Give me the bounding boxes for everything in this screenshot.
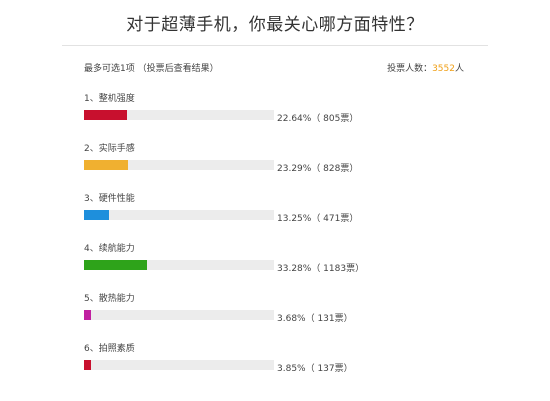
voter-count-unit: 人 bbox=[454, 64, 464, 74]
result-bar-track bbox=[84, 310, 274, 320]
option-label: 4、续航能力 bbox=[84, 244, 135, 254]
result-bar-fill bbox=[84, 210, 109, 220]
option-result: 3.68%（ 131票） bbox=[277, 314, 353, 324]
result-bar-track bbox=[84, 260, 274, 270]
option-result: 13.25%（ 471票） bbox=[277, 214, 359, 224]
option-result: 3.85%（ 137票） bbox=[277, 364, 353, 374]
voter-count-label: 投票人数： bbox=[387, 64, 433, 74]
option-label: 1、整机强度 bbox=[84, 94, 135, 104]
option-result: 22.64%（ 805票） bbox=[277, 114, 359, 124]
result-bar-track bbox=[84, 360, 274, 370]
result-bar-fill bbox=[84, 310, 91, 320]
option-label: 3、硬件性能 bbox=[84, 194, 135, 204]
poll-option-1[interactable]: 1、整机强度 22.64%（ 805票） bbox=[84, 91, 484, 131]
poll-option-2[interactable]: 2、实际手感 23.29%（ 828票） bbox=[84, 141, 484, 181]
result-bar-track bbox=[84, 210, 274, 220]
result-bar-fill bbox=[84, 360, 91, 370]
result-bar-fill bbox=[84, 160, 128, 170]
voter-count: 投票人数：3552人 bbox=[387, 61, 464, 74]
voter-count-value: 3552 bbox=[432, 64, 455, 74]
poll-option-6[interactable]: 6、拍照素质 3.85%（ 137票） bbox=[84, 341, 484, 381]
result-bar-track bbox=[84, 110, 274, 120]
poll-hint: 最多可选1项 （投票后查看结果） bbox=[84, 64, 219, 74]
result-bar-fill bbox=[84, 110, 127, 120]
result-bar-fill bbox=[84, 260, 147, 270]
option-label: 5、散热能力 bbox=[84, 294, 135, 304]
result-bar-track bbox=[84, 160, 274, 170]
title-divider bbox=[62, 45, 488, 46]
option-label: 2、实际手感 bbox=[84, 144, 135, 154]
option-label: 6、拍照素质 bbox=[84, 344, 135, 354]
poll-option-4[interactable]: 4、续航能力 33.28%（ 1183票） bbox=[84, 241, 484, 281]
poll-option-3[interactable]: 3、硬件性能 13.25%（ 471票） bbox=[84, 191, 484, 231]
poll-title: 对于超薄手机，你最关心哪方面特性？ bbox=[126, 15, 424, 35]
poll-option-5[interactable]: 5、散热能力 3.68%（ 131票） bbox=[84, 291, 484, 331]
option-result: 33.28%（ 1183票） bbox=[277, 264, 365, 274]
option-result: 23.29%（ 828票） bbox=[277, 164, 359, 174]
